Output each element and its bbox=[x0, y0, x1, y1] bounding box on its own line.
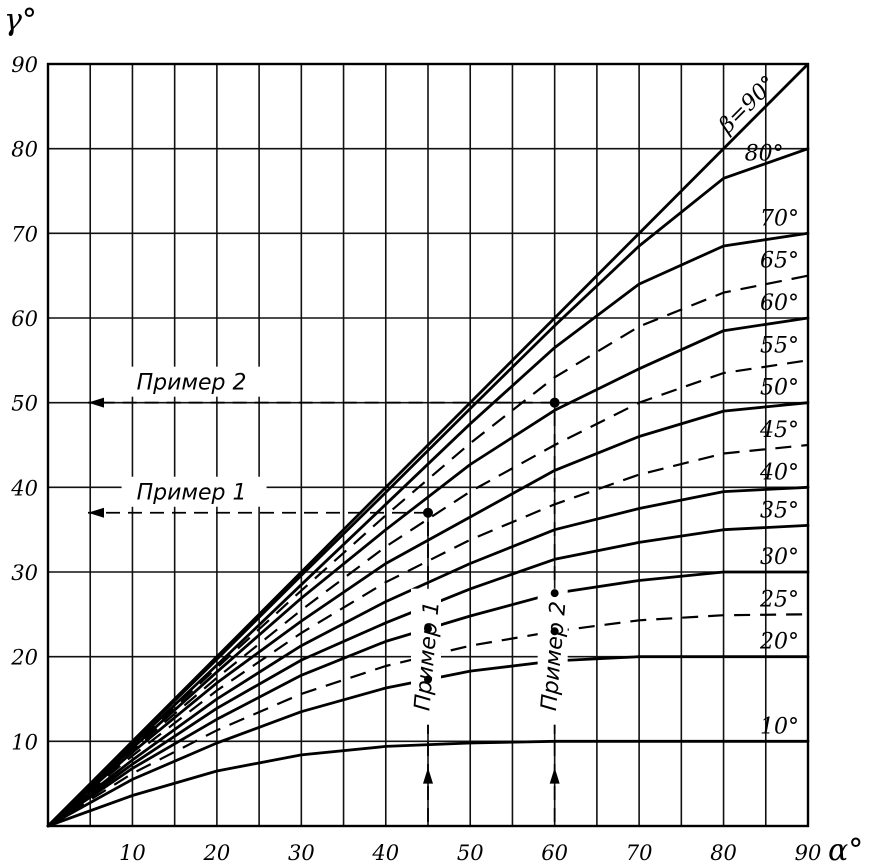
y-tick-label: 50 bbox=[11, 392, 38, 416]
y-tick-label: 70 bbox=[11, 222, 38, 246]
curve-45 bbox=[47, 443, 809, 827]
example-2-arrow-left-icon bbox=[88, 397, 104, 408]
y-tick-label: 30 bbox=[11, 561, 38, 585]
tick-labels: 10 20 30 40 50 60 70 80 90 10 20 30 40 50 60 70 80 90 bbox=[10, 53, 821, 864]
x-axis-title: α° bbox=[828, 833, 863, 864]
grid bbox=[48, 64, 808, 826]
curve-80 bbox=[46, 147, 810, 828]
x-tick-label: 10 bbox=[119, 841, 146, 864]
curve-60-label: 60° bbox=[760, 291, 799, 316]
curve-20-label: 20° bbox=[759, 630, 799, 655]
crossing-point bbox=[550, 589, 559, 598]
crossing-point bbox=[550, 627, 559, 636]
curve-80-label: 80° bbox=[745, 142, 784, 167]
x-tick-label: 40 bbox=[371, 841, 399, 864]
curve-25-label: 25° bbox=[759, 587, 799, 612]
crossing-point bbox=[424, 675, 432, 684]
x-tick-label: 80 bbox=[710, 841, 737, 864]
curve-40-label: 40° bbox=[759, 460, 799, 485]
y-tick-label: 10 bbox=[11, 730, 38, 754]
crossing-point bbox=[424, 624, 432, 633]
curve-30-label: 30° bbox=[760, 545, 799, 570]
curve-40 bbox=[46, 485, 810, 828]
curve-70 bbox=[46, 231, 810, 828]
x-tick-label: 70 bbox=[626, 841, 653, 864]
curve-50 bbox=[46, 401, 810, 828]
curve-10-label: 10° bbox=[760, 714, 799, 739]
y-tick-label: 20 bbox=[10, 646, 38, 670]
example-2-point bbox=[549, 397, 560, 408]
x-tick-label: 90 bbox=[795, 841, 822, 864]
x-tick-label: 20 bbox=[203, 841, 231, 864]
x-tick-label: 60 bbox=[541, 841, 568, 864]
example-2-label-horizontal: Пример 2 bbox=[137, 371, 247, 396]
curve-50-label: 50° bbox=[760, 376, 799, 401]
example-1-arrow-up-icon bbox=[423, 767, 433, 784]
y-tick-label: 40 bbox=[10, 476, 38, 500]
example-1-vertical-label-bg bbox=[411, 588, 441, 725]
y-axis-title: γ° bbox=[4, 3, 37, 38]
example-2-vertical-label-bg bbox=[537, 588, 568, 725]
y-tick-label: 80 bbox=[11, 138, 38, 162]
curve-45-label: 45° bbox=[759, 418, 799, 443]
example-1-point bbox=[423, 507, 433, 518]
example-1-label-bg bbox=[121, 476, 267, 507]
curve-55 bbox=[47, 359, 809, 827]
curve-35-label: 35° bbox=[760, 498, 799, 523]
x-tick-label: 50 bbox=[457, 841, 484, 864]
example-2-arrow-up-icon bbox=[549, 767, 560, 784]
y-tick-label: 60 bbox=[11, 307, 38, 331]
curve-60 bbox=[46, 316, 810, 828]
curve-65 bbox=[47, 274, 809, 827]
curve-55-label: 55° bbox=[760, 333, 799, 358]
curve-70-label: 70° bbox=[760, 206, 799, 231]
example-1-arrow-left-icon bbox=[88, 507, 104, 518]
example-2-label-bg bbox=[121, 366, 267, 397]
curve-65-label: 65° bbox=[760, 249, 799, 274]
example-1-label-horizontal: Пример 1 bbox=[137, 481, 247, 506]
y-tick-label: 90 bbox=[11, 53, 38, 77]
x-tick-label: 30 bbox=[288, 841, 315, 864]
